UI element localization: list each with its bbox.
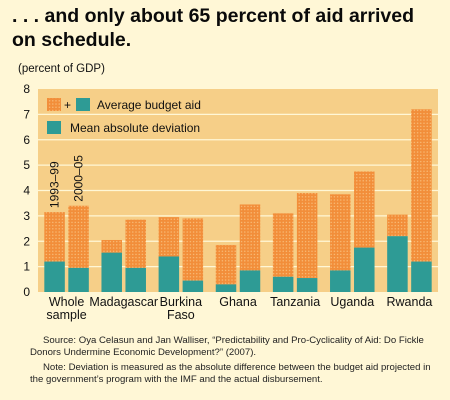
bar-deviation	[239, 270, 261, 292]
bar-deviation	[215, 284, 237, 292]
bar-budget-aid	[411, 109, 432, 262]
deviation-note: Note: Deviation is measured as the absol…	[30, 362, 431, 386]
bar-deviation	[411, 261, 432, 292]
category-label: Burkina	[160, 295, 202, 309]
bar-budget-aid	[125, 219, 146, 268]
category-label: Madagascar	[89, 295, 158, 309]
y-tick-label: 1	[23, 260, 30, 274]
bar-budget-aid	[68, 205, 89, 268]
bar-budget-aid	[101, 239, 122, 253]
legend-swatch-deviation-2	[47, 121, 61, 134]
bar-deviation	[182, 280, 204, 292]
legend-label-deviation: Mean absolute deviation	[70, 121, 200, 135]
legend-plus: +	[64, 98, 71, 112]
y-tick-label: 3	[23, 209, 30, 223]
category-label: Tanzania	[270, 295, 320, 309]
legend-label-budget-aid: Average budget aid	[97, 98, 201, 112]
legend-swatch-deviation	[76, 98, 90, 111]
chart-title: . . . and only about 65 percent of aid a…	[12, 5, 415, 51]
category-label: Whole	[49, 295, 84, 309]
bar-budget-aid	[272, 213, 294, 277]
y-tick-label: 6	[23, 133, 30, 147]
bar-deviation	[272, 276, 294, 292]
bar-deviation	[101, 252, 122, 292]
legend-swatch-budget-aid	[47, 98, 61, 111]
bar-budget-aid	[182, 218, 204, 281]
bar-budget-aid	[239, 204, 261, 271]
bar-budget-aid	[158, 217, 180, 257]
y-tick-label: 2	[23, 234, 30, 248]
period-label: 2000–05	[72, 155, 86, 202]
y-tick-label: 8	[23, 82, 30, 96]
period-label: 1993–99	[48, 161, 62, 208]
bar-budget-aid	[354, 171, 375, 248]
bar-deviation	[387, 236, 408, 292]
bar-budget-aid	[215, 245, 237, 285]
bar-deviation	[68, 267, 89, 292]
bar-deviation	[158, 256, 180, 292]
bar-budget-aid	[296, 193, 318, 279]
y-tick-label: 0	[23, 285, 30, 299]
y-tick-label: 4	[23, 184, 30, 198]
category-label: Uganda	[330, 295, 374, 309]
category-label: Rwanda	[386, 295, 432, 309]
category-label: Faso	[167, 308, 195, 322]
source-note: Source: Oya Celasun and Jan Walliser, “P…	[30, 335, 424, 359]
bar-budget-aid	[44, 212, 65, 262]
unit-label: (percent of GDP)	[18, 63, 105, 75]
bar-budget-aid	[330, 194, 351, 271]
bar-deviation	[330, 270, 351, 292]
bar-deviation	[125, 267, 146, 292]
bar-budget-aid	[387, 214, 408, 237]
bar-deviation	[44, 261, 65, 292]
y-tick-label: 7	[23, 107, 30, 121]
category-label: sample	[46, 308, 86, 322]
bar-deviation	[296, 278, 318, 292]
bar-deviation	[354, 247, 375, 292]
category-label: Ghana	[219, 295, 257, 309]
y-tick-label: 5	[23, 158, 30, 172]
